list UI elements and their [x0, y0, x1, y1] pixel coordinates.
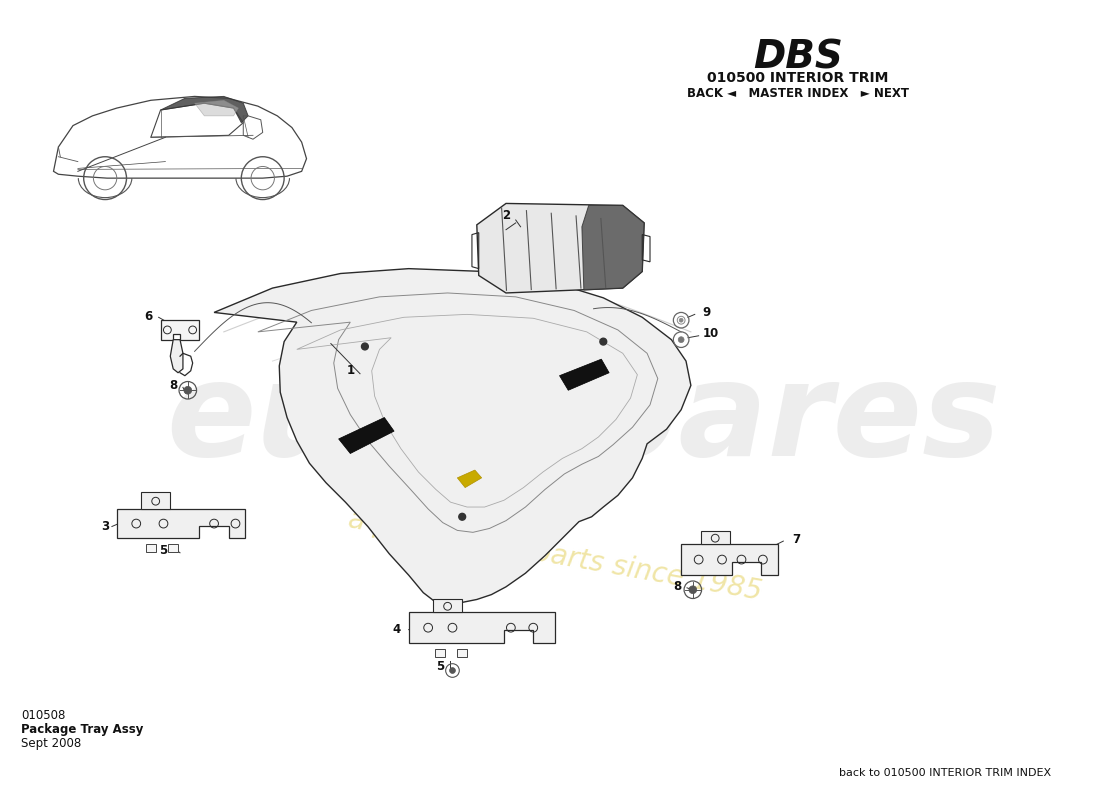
Bar [434, 649, 444, 657]
Text: 010508: 010508 [21, 710, 66, 722]
Polygon shape [582, 206, 645, 290]
Text: 3: 3 [101, 520, 109, 533]
Text: 8: 8 [673, 580, 681, 594]
Polygon shape [161, 320, 199, 340]
Polygon shape [161, 97, 249, 122]
Text: 8: 8 [169, 379, 177, 392]
Text: 5: 5 [160, 544, 167, 558]
Circle shape [450, 667, 455, 674]
Polygon shape [701, 531, 729, 544]
Bar [146, 544, 156, 552]
Polygon shape [409, 612, 554, 643]
Text: back to 010500 INTERIOR TRIM INDEX: back to 010500 INTERIOR TRIM INDEX [839, 768, 1050, 778]
Circle shape [689, 586, 696, 594]
Text: 9: 9 [702, 306, 711, 319]
Text: 10: 10 [702, 327, 718, 340]
Bar [458, 649, 468, 657]
Polygon shape [560, 359, 609, 390]
Polygon shape [476, 203, 645, 293]
Text: 5: 5 [436, 660, 444, 673]
Circle shape [600, 338, 607, 345]
Polygon shape [214, 269, 691, 604]
Polygon shape [339, 418, 394, 454]
Polygon shape [195, 100, 239, 116]
Circle shape [679, 318, 683, 322]
Circle shape [362, 343, 369, 350]
Text: DBS: DBS [754, 38, 843, 76]
Circle shape [459, 514, 465, 520]
Circle shape [184, 386, 191, 394]
Text: 2: 2 [502, 209, 510, 222]
Text: 1: 1 [346, 364, 354, 378]
Text: 4: 4 [393, 623, 402, 636]
Text: 7: 7 [792, 533, 800, 546]
Text: Sept 2008: Sept 2008 [21, 737, 81, 750]
Polygon shape [141, 493, 170, 509]
Polygon shape [681, 544, 779, 575]
Text: eurospares: eurospares [166, 356, 1001, 483]
Bar [168, 544, 178, 552]
Text: 010500 INTERIOR TRIM: 010500 INTERIOR TRIM [707, 71, 889, 85]
Polygon shape [117, 509, 245, 538]
Text: a passion for parts since 1985: a passion for parts since 1985 [345, 506, 763, 606]
Text: 6: 6 [144, 310, 152, 323]
Text: Package Tray Assy: Package Tray Assy [21, 723, 144, 736]
Polygon shape [170, 340, 183, 373]
Circle shape [679, 337, 684, 342]
Polygon shape [458, 470, 482, 487]
Text: BACK ◄   MASTER INDEX   ► NEXT: BACK ◄ MASTER INDEX ► NEXT [686, 86, 909, 100]
Polygon shape [433, 599, 462, 612]
